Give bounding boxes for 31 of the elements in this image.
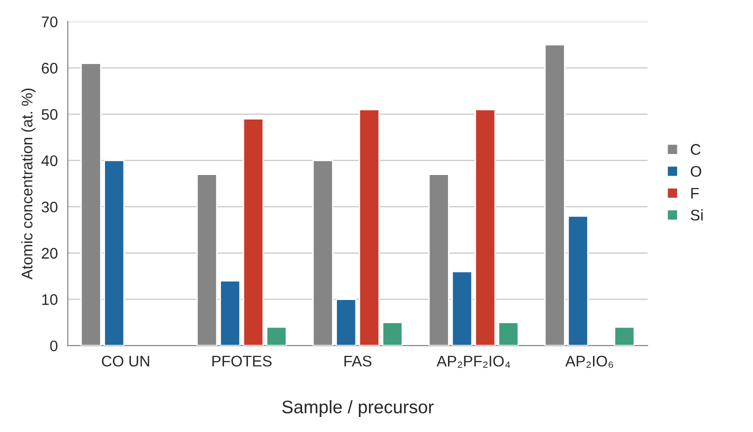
legend-label: O bbox=[690, 166, 702, 177]
bar bbox=[382, 322, 404, 346]
y-tick-label: 50 bbox=[42, 109, 58, 120]
y-tick-label: 70 bbox=[42, 16, 58, 28]
y-tick-label: 10 bbox=[42, 294, 58, 305]
legend-label: C bbox=[690, 144, 700, 155]
bar bbox=[242, 118, 264, 346]
bar bbox=[104, 160, 125, 346]
bar bbox=[266, 326, 288, 346]
y-tick-label: 20 bbox=[42, 248, 58, 259]
bar bbox=[336, 298, 357, 346]
bar bbox=[498, 322, 519, 346]
y-tick-label: 60 bbox=[42, 62, 58, 74]
x-tick-label: FAS bbox=[344, 356, 372, 367]
y-tick-label: 40 bbox=[41, 155, 58, 166]
bar bbox=[567, 215, 589, 346]
x-axis-title: Sample / precursor bbox=[282, 400, 434, 417]
x-tick-label: AP₂PF₂IO₄ bbox=[436, 356, 510, 368]
bar bbox=[614, 326, 635, 346]
x-tick-label: PFOTES bbox=[212, 356, 272, 367]
bar bbox=[474, 108, 496, 346]
bar bbox=[358, 108, 380, 346]
bar bbox=[220, 280, 241, 346]
x-tick-label: CO UN bbox=[102, 356, 150, 367]
legend-label: F bbox=[691, 188, 699, 198]
y-tick-label: 30 bbox=[42, 202, 58, 212]
legend-label: Si bbox=[690, 209, 703, 221]
y-tick-label: 0 bbox=[50, 340, 58, 352]
x-tick-label: AP₂IO₆ bbox=[565, 356, 614, 368]
bar bbox=[451, 270, 473, 346]
y-axis-title: Atomic concentration (at. %) bbox=[21, 88, 36, 280]
